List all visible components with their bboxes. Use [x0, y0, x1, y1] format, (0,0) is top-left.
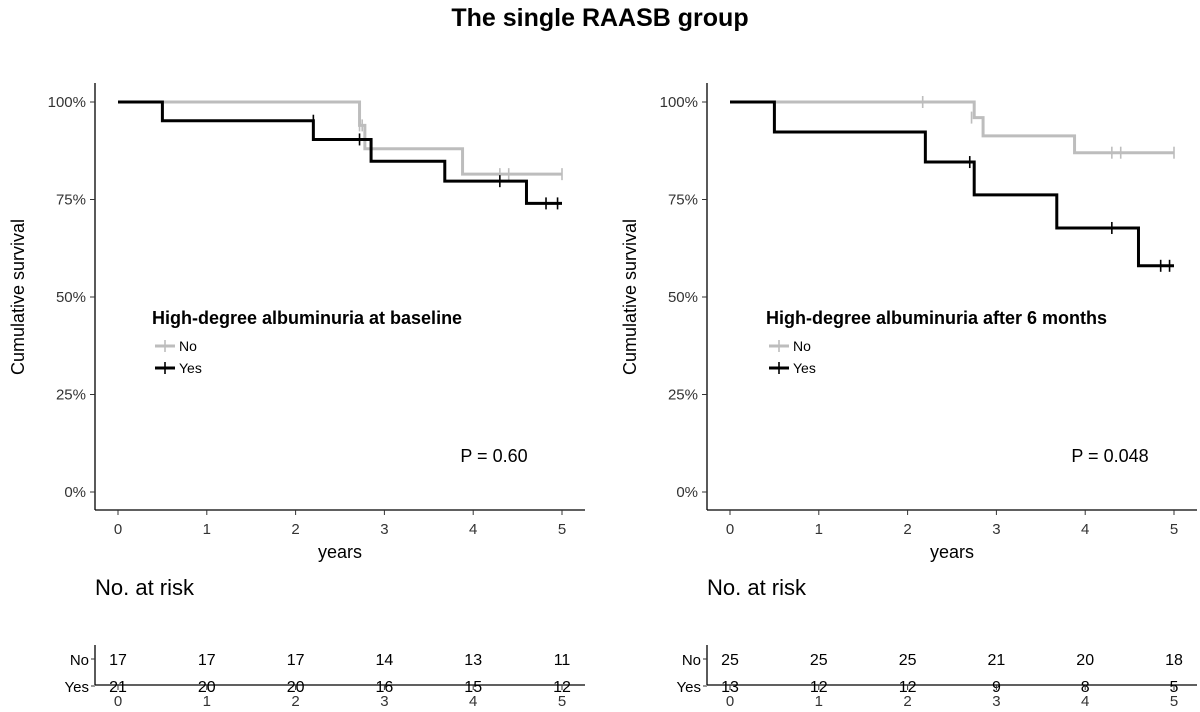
- survival-curve-no: [118, 100, 562, 176]
- y-tick-label: 75%: [56, 192, 86, 209]
- risk-table-cell: 17: [109, 652, 127, 669]
- y-tick-label: 50%: [668, 289, 698, 306]
- x-tick-label: 1: [815, 521, 823, 538]
- survival-curve-no: [730, 100, 1174, 155]
- x-axis-label: years: [930, 542, 974, 562]
- risk-table-cell: 17: [287, 652, 305, 669]
- x-tick-label: 1: [203, 521, 211, 538]
- risk-table-cell: 18: [1165, 652, 1183, 669]
- risk-table-cell: 25: [721, 652, 739, 669]
- risk-x-tick-label: 2: [291, 693, 299, 710]
- x-tick-label: 3: [380, 521, 388, 538]
- x-tick-label: 0: [726, 521, 734, 538]
- figure-title: The single RAASB group: [451, 4, 749, 32]
- y-tick-label: 100%: [48, 94, 86, 111]
- legend-title: High-degree albuminuria after 6 months: [766, 308, 1107, 328]
- x-axis-label: years: [318, 542, 362, 562]
- risk-table-cell: 25: [899, 652, 917, 669]
- risk-table-cell: 11: [554, 652, 571, 669]
- survival-curve-yes: [730, 100, 1174, 268]
- risk-table-cell: 21: [988, 652, 1006, 669]
- legend-entry-yes: Yes: [793, 360, 816, 376]
- risk-x-tick-label: 4: [469, 693, 477, 710]
- risk-table-cell: 20: [1076, 652, 1094, 669]
- x-tick-label: 4: [1081, 521, 1089, 538]
- risk-x-tick-label: 3: [380, 693, 388, 710]
- legend-entry-no: No: [793, 338, 811, 354]
- x-tick-label: 3: [992, 521, 1000, 538]
- x-tick-label: 0: [114, 521, 122, 538]
- risk-row-label-yes: Yes: [677, 679, 701, 696]
- risk-x-tick-label: 4: [1081, 693, 1089, 710]
- y-axis-label: Cumulative survival: [8, 219, 28, 375]
- y-tick-label: 0%: [676, 484, 698, 501]
- km-panel-left: 0% 25% 50% 75% 100% 0 1 2 3 4 5 years Cumulative sur…: [8, 83, 585, 710]
- risk-x-tick-label: 5: [1170, 693, 1178, 710]
- risk-x-tick-label: 0: [114, 693, 122, 710]
- x-tick-label: 4: [469, 521, 477, 538]
- risk-row-label-no: No: [682, 652, 701, 669]
- risk-table-title: No. at risk: [95, 575, 195, 600]
- risk-x-tick-label: 0: [726, 693, 734, 710]
- y-tick-label: 25%: [56, 387, 86, 404]
- y-tick-label: 50%: [56, 289, 86, 306]
- risk-table-cell: 13: [464, 652, 482, 669]
- risk-x-tick-label: 2: [903, 693, 911, 710]
- y-axis-label: Cumulative survival: [620, 219, 640, 375]
- x-tick-label: 2: [903, 521, 911, 538]
- legend-entry-no: No: [179, 338, 197, 354]
- y-tick-label: 0%: [64, 484, 86, 501]
- risk-x-tick-label: 1: [203, 693, 211, 710]
- p-value-annotation: P = 0.048: [1071, 446, 1148, 466]
- risk-table-cell: 25: [810, 652, 828, 669]
- survival-curve-yes: [118, 100, 562, 205]
- legend-title: High-degree albuminuria at baseline: [152, 308, 462, 328]
- km-panel-right: 0% 25% 50% 75% 100% 0 1 2 3 4 5 years Cumulative sur…: [620, 83, 1197, 710]
- risk-x-tick-label: 1: [815, 693, 823, 710]
- y-tick-label: 25%: [668, 387, 698, 404]
- y-tick-label: 100%: [660, 94, 698, 111]
- risk-table-cell: 14: [376, 652, 394, 669]
- risk-x-tick-label: 5: [558, 693, 566, 710]
- risk-x-tick-label: 3: [992, 693, 1000, 710]
- risk-row-label-no: No: [70, 652, 89, 669]
- risk-row-label-yes: Yes: [65, 679, 89, 696]
- p-value-annotation: P = 0.60: [460, 446, 527, 466]
- x-tick-label: 5: [1170, 521, 1178, 538]
- legend-entry-yes: Yes: [179, 360, 202, 376]
- x-tick-label: 5: [558, 521, 566, 538]
- y-tick-label: 75%: [668, 192, 698, 209]
- risk-table-cell: 17: [198, 652, 216, 669]
- x-tick-label: 2: [291, 521, 299, 538]
- risk-table-title: No. at risk: [707, 575, 807, 600]
